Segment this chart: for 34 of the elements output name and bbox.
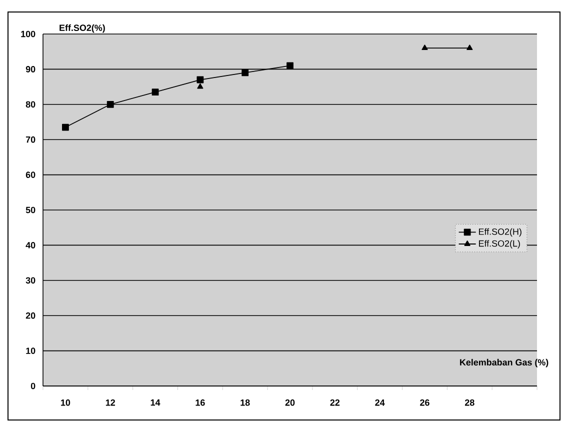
point [242,69,249,76]
point [196,76,204,84]
y-tick-label: 100 [21,30,36,38]
y-tick-label: 40 [26,242,36,248]
point [422,44,428,50]
point [466,44,473,50]
y-tick-label: 20 [26,312,36,319]
y-tick-label: 10 [26,348,36,354]
y-tick-label: 80 [26,101,36,108]
legend-label: Eff.SO2(L) [479,240,520,248]
point [152,88,159,96]
legend-label: Eff.SO2(H) [479,228,522,237]
y-tick-label: 70 [26,136,36,143]
y-tick-label: 30 [26,277,36,284]
x-tick-label: 28 [464,399,474,406]
point [62,124,69,131]
x-tick-label: 16 [196,399,205,406]
x-tick-label: 12 [106,399,115,406]
y-tick-label: 50 [26,206,36,214]
x-tick-label: 20 [285,399,295,406]
y-tick-label: 90 [26,66,36,72]
y-tick-label: 60 [26,172,36,178]
y-tick-label: 0 [30,382,36,390]
x-tick-label: 26 [420,399,430,406]
x-tick-label: 10 [61,399,70,406]
x-axis-title: Kelembaban Gas (%) [460,358,548,368]
x-tick-label: 18 [240,399,250,406]
x-tick-label: 14 [150,399,160,406]
x-tick-label: 24 [375,399,385,406]
point [106,100,114,108]
x-tick-label: 22 [330,399,340,406]
y-axis-title: Eff.SO2(%) [60,24,105,33]
point [286,62,294,70]
point [197,83,204,89]
